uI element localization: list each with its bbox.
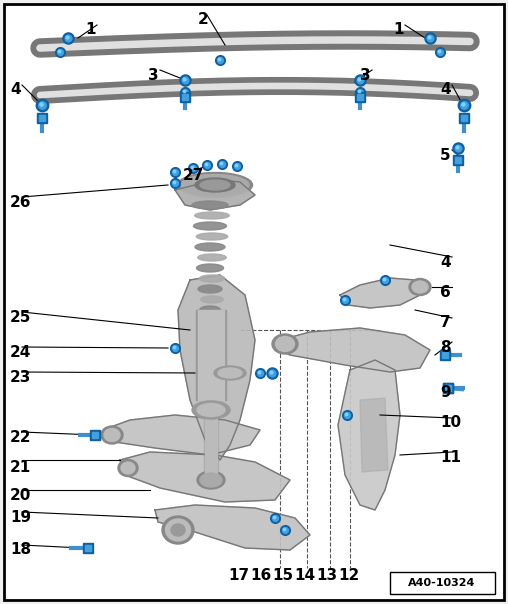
Text: 4: 4 — [10, 82, 21, 97]
Polygon shape — [108, 415, 260, 455]
Ellipse shape — [121, 462, 135, 474]
Ellipse shape — [197, 264, 224, 272]
Ellipse shape — [200, 473, 222, 487]
Text: 20: 20 — [10, 488, 31, 503]
Text: 27: 27 — [183, 168, 204, 183]
Bar — [205, 400, 217, 480]
Ellipse shape — [197, 471, 225, 489]
Bar — [390, 572, 495, 594]
Ellipse shape — [192, 201, 228, 209]
Text: 9: 9 — [440, 385, 451, 400]
Text: 17: 17 — [228, 568, 249, 583]
Ellipse shape — [104, 428, 120, 442]
Polygon shape — [178, 275, 255, 460]
Ellipse shape — [192, 401, 230, 419]
Text: 4: 4 — [440, 255, 451, 270]
Text: 2: 2 — [198, 12, 209, 27]
Ellipse shape — [201, 296, 223, 303]
Ellipse shape — [166, 519, 190, 541]
Polygon shape — [340, 278, 420, 308]
Ellipse shape — [272, 334, 298, 354]
Ellipse shape — [198, 254, 226, 261]
Text: 23: 23 — [10, 370, 31, 385]
Ellipse shape — [101, 426, 123, 444]
Ellipse shape — [199, 275, 225, 282]
Text: 14: 14 — [294, 568, 315, 583]
Ellipse shape — [118, 460, 138, 477]
Polygon shape — [338, 360, 400, 510]
Text: 13: 13 — [316, 568, 337, 583]
Ellipse shape — [196, 233, 228, 240]
Text: 21: 21 — [10, 460, 31, 475]
Text: 8: 8 — [440, 340, 451, 355]
Text: 26: 26 — [10, 195, 31, 210]
Text: 11: 11 — [440, 450, 461, 465]
Text: 24: 24 — [10, 345, 31, 360]
Text: 10: 10 — [440, 415, 461, 430]
Ellipse shape — [195, 178, 235, 192]
Bar — [204, 400, 218, 480]
Text: 4: 4 — [440, 82, 451, 97]
Text: A40-10324: A40-10324 — [408, 578, 475, 588]
Text: 6: 6 — [440, 285, 451, 300]
Bar — [198, 310, 224, 400]
Ellipse shape — [194, 222, 227, 230]
Ellipse shape — [409, 278, 431, 295]
Ellipse shape — [200, 306, 220, 314]
Text: 19: 19 — [10, 510, 31, 525]
Polygon shape — [175, 180, 255, 210]
Ellipse shape — [412, 281, 428, 293]
Text: 16: 16 — [250, 568, 271, 583]
Ellipse shape — [162, 516, 194, 544]
Ellipse shape — [177, 173, 252, 198]
Text: 3: 3 — [360, 68, 371, 83]
Ellipse shape — [200, 180, 230, 190]
Polygon shape — [155, 505, 310, 550]
Ellipse shape — [171, 524, 185, 536]
Ellipse shape — [275, 336, 295, 352]
Polygon shape — [120, 452, 290, 502]
Text: 25: 25 — [10, 310, 31, 325]
Text: 3: 3 — [148, 68, 158, 83]
Text: 22: 22 — [10, 430, 31, 445]
Polygon shape — [275, 328, 430, 372]
Ellipse shape — [195, 212, 229, 219]
Ellipse shape — [198, 285, 222, 293]
Ellipse shape — [197, 403, 225, 417]
Bar — [196, 310, 226, 400]
Ellipse shape — [218, 368, 242, 378]
Ellipse shape — [214, 366, 246, 380]
Ellipse shape — [195, 243, 225, 251]
Text: 12: 12 — [338, 568, 359, 583]
Text: 1: 1 — [393, 22, 403, 37]
Text: 7: 7 — [440, 315, 451, 330]
Polygon shape — [360, 398, 388, 472]
Ellipse shape — [181, 175, 249, 196]
Text: 1: 1 — [85, 22, 96, 37]
Text: 5: 5 — [440, 148, 451, 163]
Text: 15: 15 — [272, 568, 293, 583]
Text: 18: 18 — [10, 542, 31, 557]
